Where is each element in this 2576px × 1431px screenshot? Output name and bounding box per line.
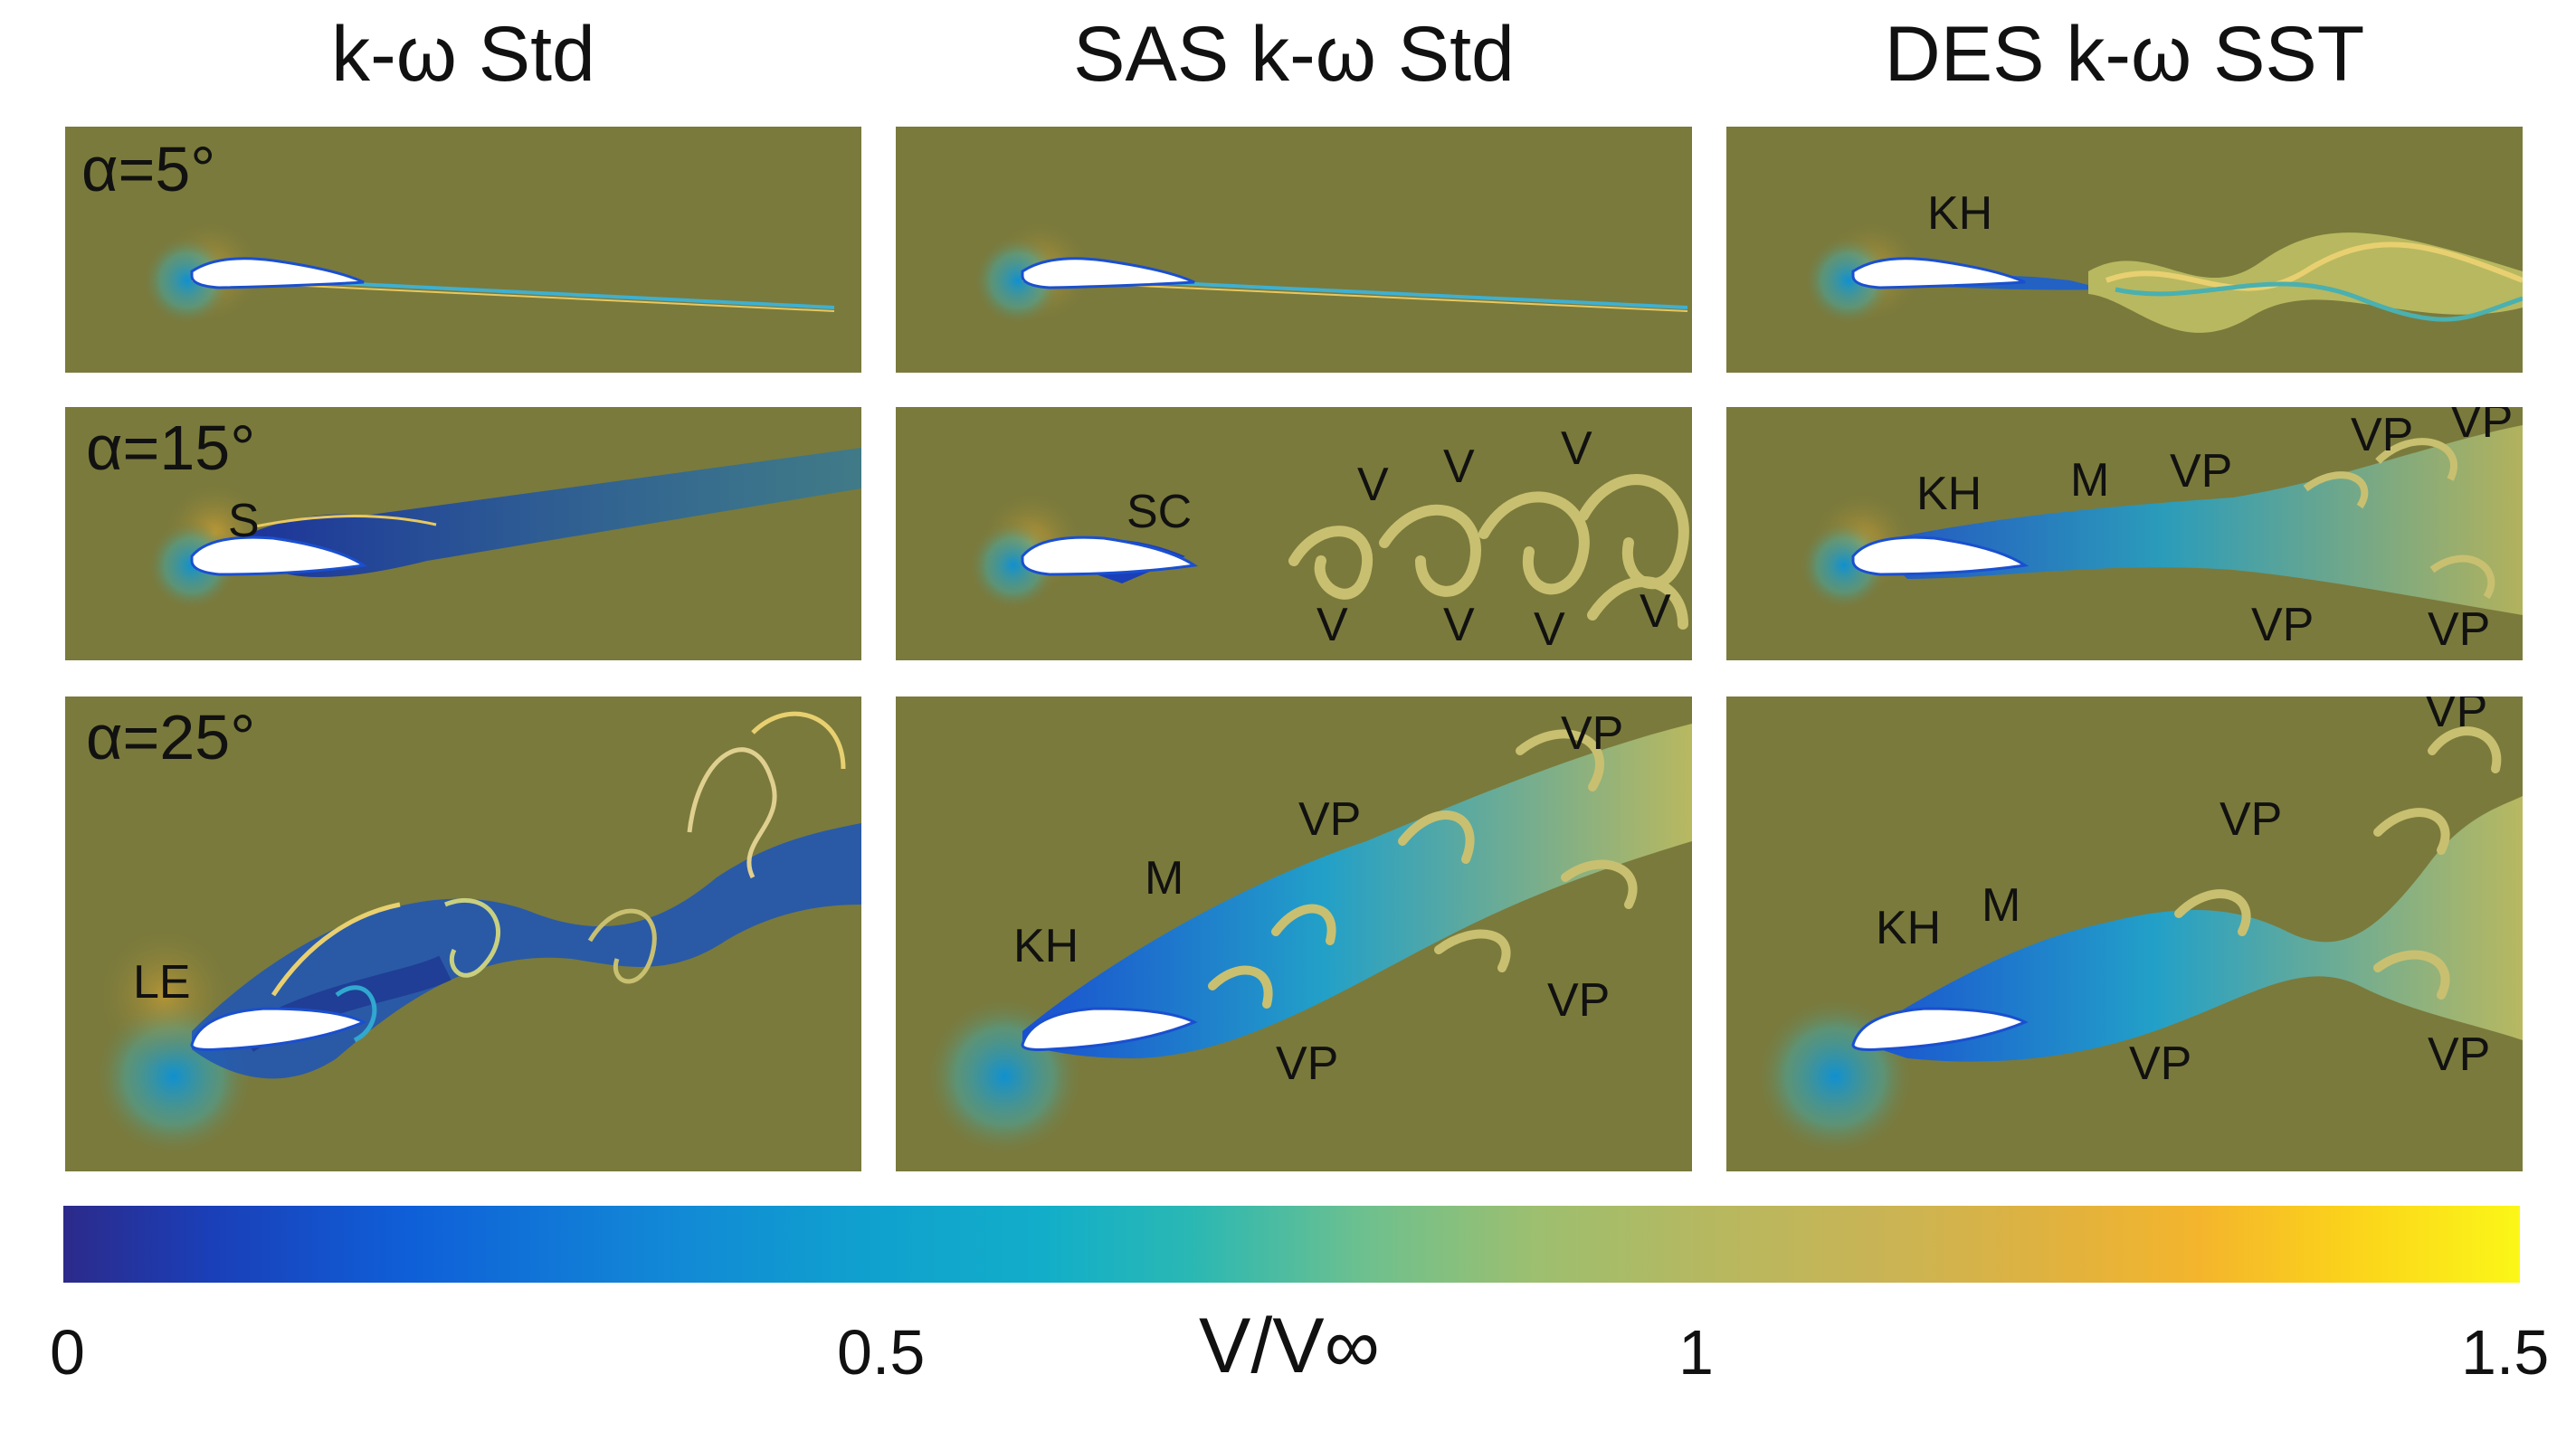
- annotation-vp: VP: [2251, 599, 2315, 651]
- panel-r3-sas-k-omega-std: KH M VP VP VP VP: [896, 697, 1692, 1171]
- panel-r3-k-omega-std: LE: [65, 697, 861, 1171]
- colorbar-tick-0: 0: [50, 1317, 85, 1388]
- colorbar-tick-1: 1: [1678, 1317, 1714, 1388]
- panel-r2-k-omega-std: S: [65, 407, 861, 660]
- annotation-s: S: [228, 495, 260, 547]
- annotation-v: V: [1317, 599, 1348, 651]
- annotation-m: M: [1982, 879, 2021, 932]
- annotation-vp: VP: [2129, 1038, 2192, 1090]
- annotation-v: V: [1534, 603, 1565, 656]
- annotation-vp: VP: [2450, 407, 2514, 448]
- panel-r3-des-k-omega-sst: KH M VP VP VP VP: [1726, 697, 2523, 1171]
- annotation-m: M: [1145, 852, 1184, 905]
- annotation-vp: VP: [1298, 793, 1362, 846]
- annotation-kh: KH: [1916, 468, 1982, 520]
- panel-r1-des-k-omega-sst: KH: [1726, 127, 2523, 373]
- panel-r1-sas-k-omega-std: [896, 127, 1692, 373]
- annotation-v: V: [1443, 441, 1475, 493]
- annotation-vp: VP: [2425, 697, 2488, 737]
- annotation-v: V: [1357, 459, 1389, 511]
- annotation-kh: KH: [1876, 902, 1942, 954]
- row-label-alpha-25: α=25°: [86, 702, 256, 772]
- annotation-le: LE: [133, 956, 191, 1009]
- annotation-m: M: [2070, 454, 2110, 507]
- annotation-v: V: [1561, 422, 1592, 475]
- colorbar-tick-0-5: 0.5: [837, 1317, 926, 1388]
- annotation-v: V: [1640, 585, 1671, 638]
- colorbar-label: V/V∞: [1199, 1303, 1380, 1389]
- annotation-vp: VP: [1276, 1038, 1339, 1090]
- annotation-vp: VP: [1561, 707, 1624, 760]
- panel-r1-k-omega-std: [65, 127, 861, 373]
- annotation-kh: KH: [1013, 920, 1079, 972]
- annotation-vp: VP: [2428, 1028, 2491, 1081]
- colorbar-tick-1-5: 1.5: [2461, 1317, 2550, 1388]
- annotation-vp: VP: [2428, 603, 2491, 656]
- column-title-sas-k-omega-std: SAS k-ω Std: [1073, 11, 1515, 98]
- row-label-alpha-15: α=15°: [86, 412, 256, 483]
- annotation-vp: VP: [2220, 793, 2283, 846]
- annotation-kh: KH: [1927, 187, 1993, 240]
- annotation-vp: VP: [2170, 445, 2233, 498]
- annotation-v: V: [1443, 599, 1475, 651]
- column-title-k-omega-std: k-ω Std: [331, 11, 595, 98]
- row-label-alpha-5: α=5°: [81, 134, 216, 204]
- annotation-vp: VP: [2351, 409, 2414, 461]
- colorbar: [63, 1206, 2520, 1283]
- column-title-des-k-omega-sst: DES k-ω SST: [1884, 11, 2365, 98]
- annotation-vp: VP: [1547, 974, 1611, 1027]
- panel-r2-sas-k-omega-std: SC V V V V V V V: [896, 407, 1692, 660]
- panel-r2-des-k-omega-sst: KH M VP VP VP VP VP: [1726, 407, 2523, 660]
- annotation-sc: SC: [1126, 486, 1193, 538]
